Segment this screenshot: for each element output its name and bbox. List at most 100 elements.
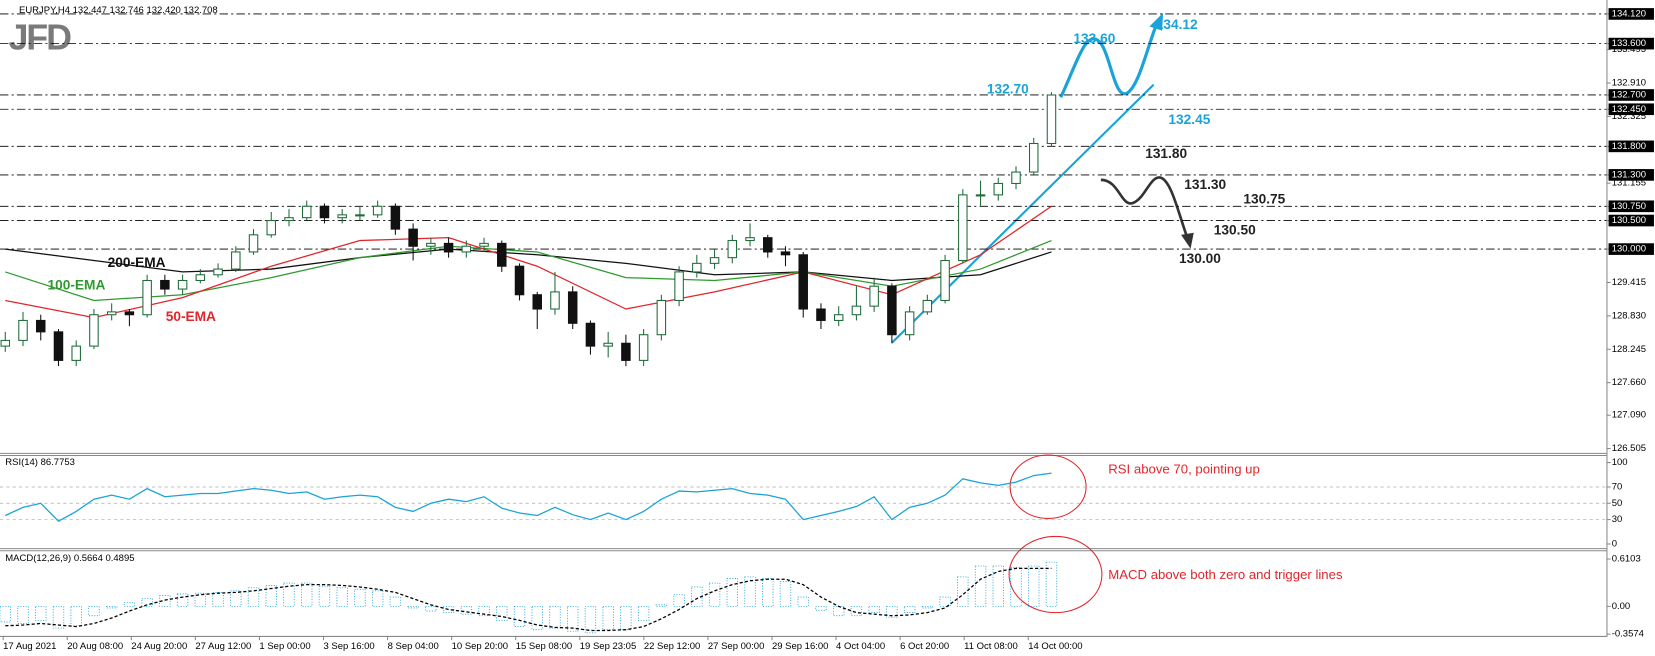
macd-bar (744, 576, 756, 607)
candle-body (816, 308, 826, 321)
candle-body (231, 251, 241, 270)
chart-title: EURJPY,H4 132.447 132.746 132.420 132.70… (19, 5, 218, 16)
y-tick-label: 127.090 (1612, 410, 1646, 421)
candle-body (975, 194, 986, 197)
candle-body (514, 265, 525, 296)
arrow-head (1181, 232, 1194, 249)
y-tick-label: 131.800 (1612, 141, 1646, 152)
y-tick-label: 133.600 (1612, 38, 1646, 49)
level-annotation: 132.45 (1168, 112, 1210, 127)
macd-bar (318, 585, 331, 607)
macd-bar (886, 605, 898, 618)
macd-bar (673, 594, 685, 607)
level-annotation: 131.30 (1184, 177, 1226, 192)
x-tick-label: 20 Aug 08:00 (67, 641, 123, 652)
level-annotation: 134.12 (1156, 17, 1198, 32)
macd-bar (939, 596, 951, 607)
candle-body (922, 299, 933, 313)
y-tick-label: 129.415 (1612, 277, 1646, 288)
level-annotation: 130.75 (1243, 192, 1285, 207)
macd-bar (460, 605, 473, 615)
level-label-box (1608, 103, 1654, 116)
x-tick-label: 6 Oct 20:00 (900, 641, 949, 652)
annotation: RSI above 70, pointing up (1108, 461, 1260, 476)
y-tick-label: 0.00 (1612, 601, 1630, 612)
y-tick-label: 134.120 (1612, 8, 1646, 19)
macd-bar (301, 582, 313, 607)
candle-body (408, 228, 418, 247)
level-annotation: 130.50 (1214, 222, 1256, 237)
macd-bar (212, 591, 224, 607)
y-tick-label: 126.505 (1612, 443, 1646, 454)
macd-bar (992, 565, 1004, 607)
y-tick-label: 131.300 (1612, 169, 1646, 180)
candle-body (621, 342, 631, 361)
macd-bar (17, 605, 29, 624)
candle-body (532, 294, 542, 310)
macd-bar (620, 605, 632, 631)
candle-body (780, 251, 791, 256)
trend-line (891, 83, 1155, 344)
candle-body (248, 234, 259, 253)
candle-body (1028, 142, 1039, 173)
ema-line (5, 248, 1052, 282)
macd-bar (726, 578, 738, 607)
y-tick-label: 128.830 (1612, 310, 1646, 321)
level-label-box (1608, 214, 1654, 227)
level-annotation: 130.00 (1179, 251, 1221, 266)
x-tick-label: 8 Sep 04:00 (388, 641, 439, 652)
macd-bar (903, 605, 916, 614)
macd-bar (105, 605, 118, 609)
macd-bar (70, 605, 82, 627)
candle-body (656, 299, 667, 336)
x-tick-label: 24 Aug 20:00 (131, 641, 187, 652)
macd-bar (230, 590, 242, 607)
y-tick-label: -0.3574 (1612, 629, 1644, 640)
candle-body (1046, 94, 1057, 145)
level-label-box (1608, 8, 1654, 20)
macd-bar (336, 587, 348, 607)
candle-body (426, 242, 436, 247)
macd-bar (691, 586, 703, 607)
macd-bar (123, 602, 136, 607)
panel-title: MACD(12,26,9) 0.5664 0.4895 (5, 553, 134, 564)
macd-bar (921, 605, 934, 609)
candle-body (266, 220, 277, 236)
candle-body (284, 217, 294, 222)
macd-bar (247, 587, 260, 607)
x-tick-label: 4 Oct 04:00 (836, 641, 885, 652)
candle-body (887, 285, 897, 336)
candle-body (940, 259, 950, 301)
level-label-box (1608, 89, 1654, 101)
candle-body (337, 214, 347, 219)
macd-bar (850, 605, 863, 617)
candle-body (727, 239, 738, 259)
ema-label: 100-EMA (47, 277, 105, 292)
ema-label: 50-EMA (166, 309, 216, 324)
macd-bar (868, 605, 880, 614)
macd-bar (513, 605, 526, 628)
macd-bar (176, 593, 189, 607)
macd-bar (797, 596, 809, 607)
x-tick-label: 27 Sep 00:00 (708, 641, 764, 652)
macd-bar (283, 582, 295, 607)
y-tick-label: 132.325 (1612, 111, 1646, 122)
macd-bar (531, 605, 543, 631)
candle-body (89, 314, 99, 347)
candle-body (0, 339, 11, 347)
level-label-box (1608, 243, 1654, 255)
candle-body (35, 319, 46, 333)
y-tick-label: 130.500 (1612, 215, 1646, 226)
level-annotation: 132.70 (987, 82, 1029, 97)
candle-body (567, 291, 578, 324)
macd-bar (708, 582, 721, 607)
candle-body (195, 274, 206, 282)
macd-bar (602, 605, 614, 631)
candle-body (53, 331, 64, 361)
macd-bar (1045, 561, 1058, 607)
candle-body (550, 291, 560, 310)
candle-body (1011, 171, 1021, 184)
candle-body (390, 205, 401, 230)
